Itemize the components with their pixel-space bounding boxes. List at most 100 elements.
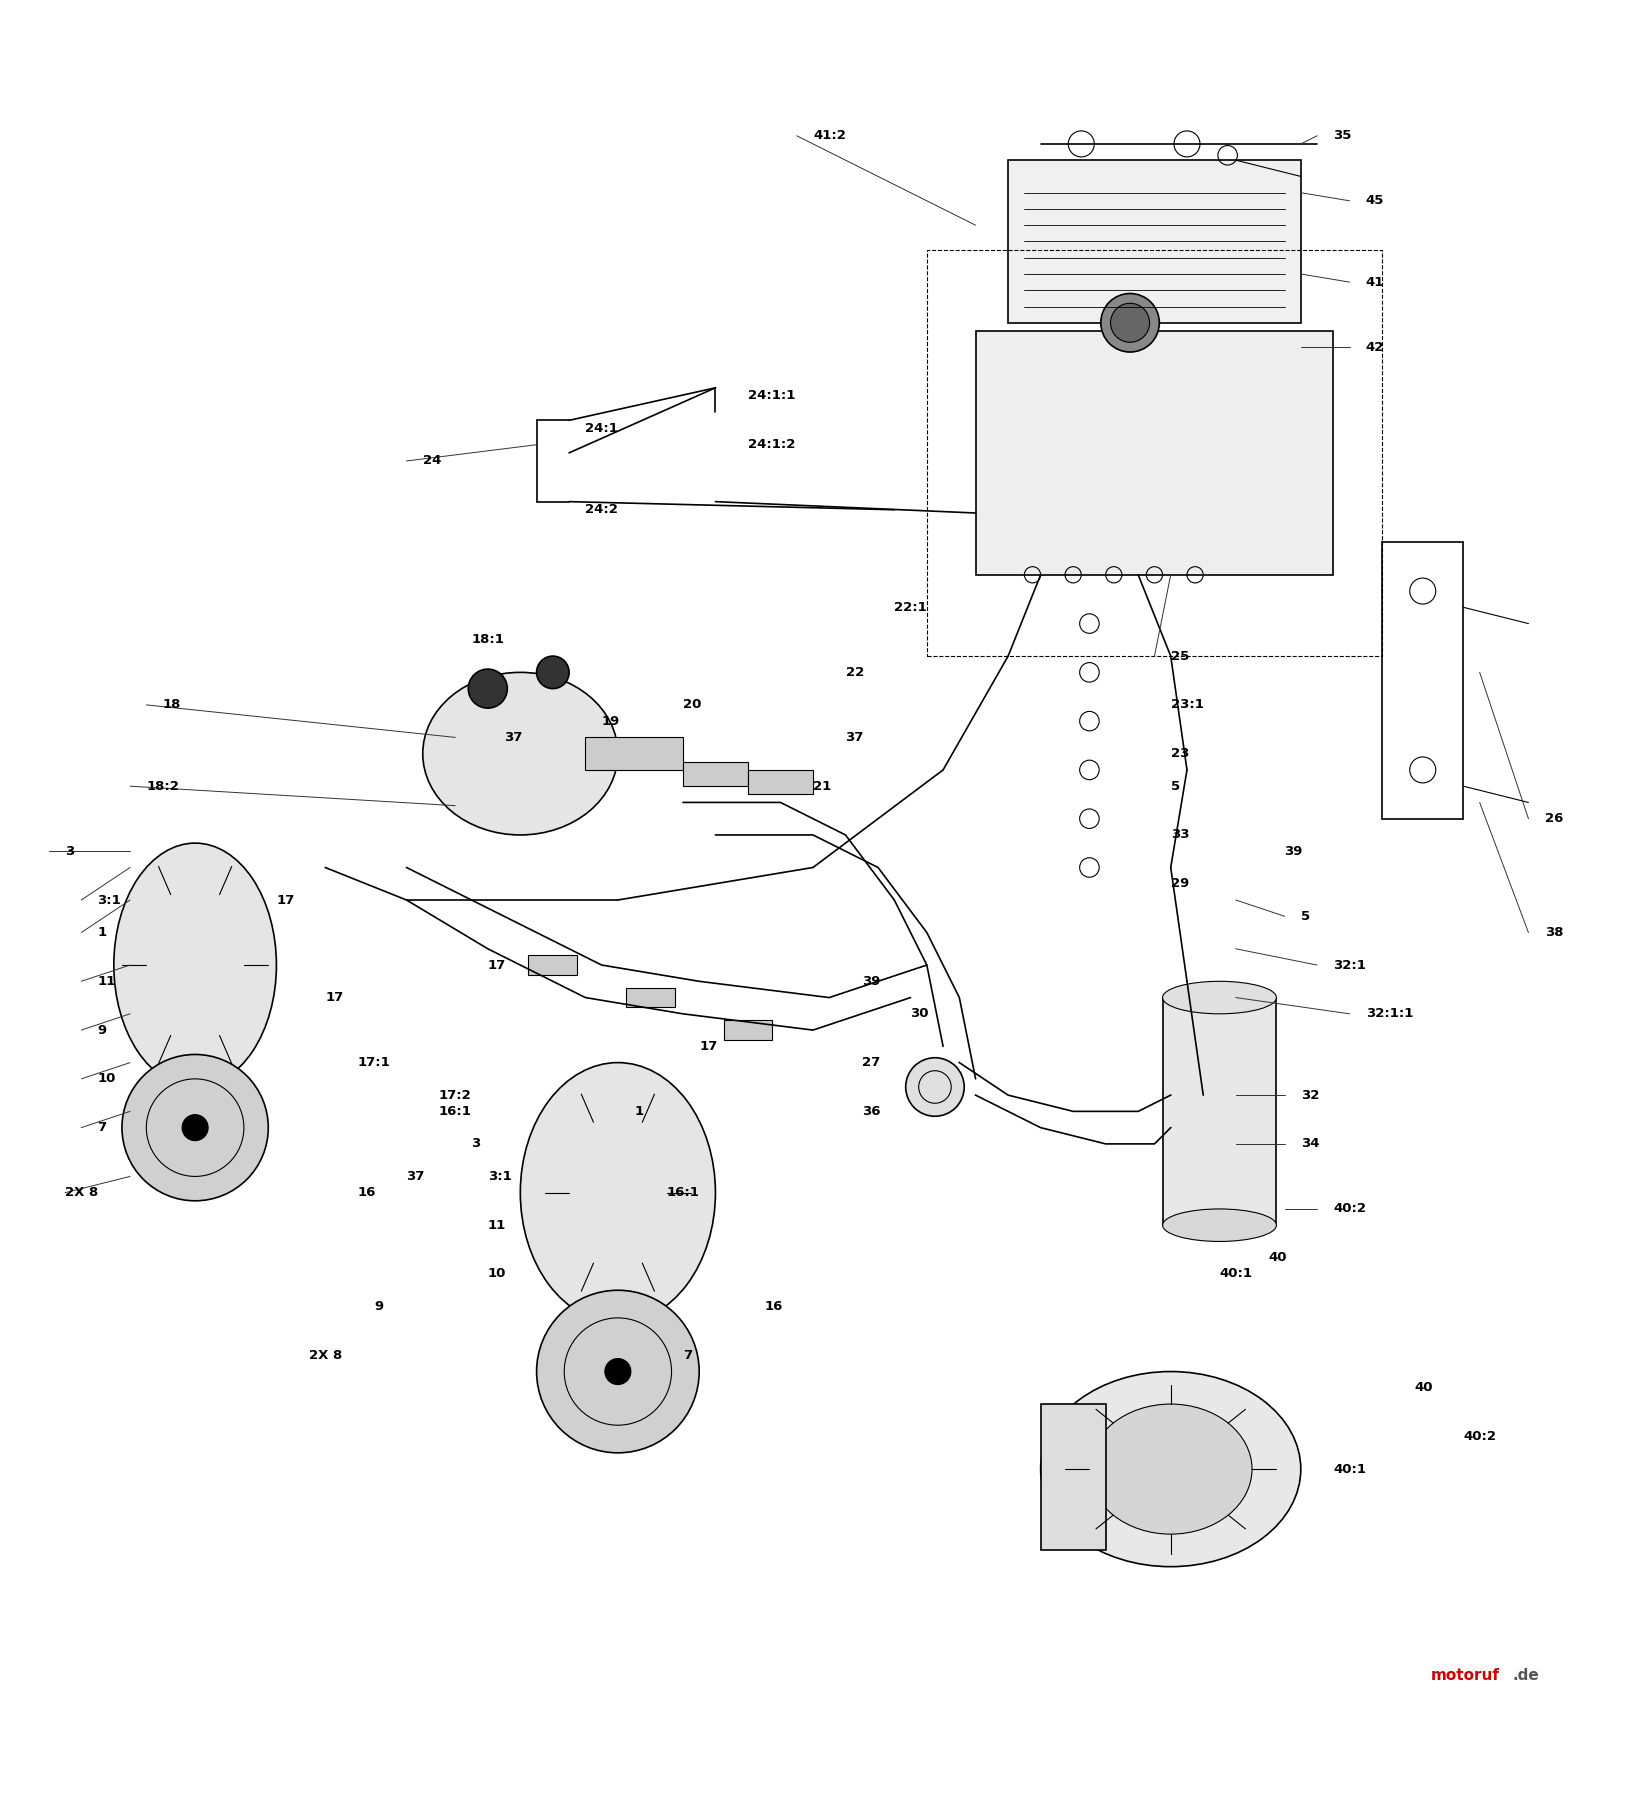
Text: 3:1: 3:1 [488, 1170, 512, 1183]
Bar [927, 250, 1382, 655]
Text: 1: 1 [98, 925, 107, 940]
Text: 5: 5 [1171, 779, 1180, 792]
Text: 3: 3 [472, 1138, 481, 1150]
Text: 37: 37 [406, 1170, 424, 1183]
Text: 45: 45 [1366, 194, 1384, 207]
Text: 17: 17 [488, 959, 506, 972]
Text: 16: 16 [358, 1186, 376, 1199]
Text: 11: 11 [98, 976, 115, 988]
Text: 40:2: 40:2 [1333, 1202, 1366, 1215]
Circle shape [537, 655, 569, 689]
Ellipse shape [114, 842, 276, 1087]
Text: 16:1: 16:1 [667, 1186, 699, 1199]
Text: 20: 20 [683, 698, 701, 711]
Circle shape [1101, 293, 1159, 353]
Text: 11: 11 [488, 1219, 506, 1231]
Ellipse shape [1089, 1404, 1252, 1534]
Text: 36: 36 [862, 1105, 880, 1118]
Text: 7: 7 [98, 1121, 107, 1134]
Text: 21: 21 [813, 779, 831, 792]
Bar [626, 988, 675, 1008]
Bar [1163, 997, 1276, 1226]
Circle shape [1111, 302, 1150, 342]
Text: 18:2: 18:2 [146, 779, 179, 792]
Text: 9: 9 [98, 1024, 107, 1037]
Circle shape [122, 1055, 268, 1201]
Text: 24:1:1: 24:1:1 [748, 389, 795, 403]
Text: 40:2: 40:2 [1463, 1429, 1496, 1444]
Text: 10: 10 [98, 1073, 115, 1085]
Text: 39: 39 [862, 976, 880, 988]
Text: 39: 39 [1285, 844, 1302, 859]
Text: 24: 24 [423, 454, 441, 468]
Text: 7: 7 [683, 1348, 693, 1363]
Text: 16:1: 16:1 [439, 1105, 472, 1118]
Text: 3:1: 3:1 [98, 893, 122, 907]
Text: 17: 17 [325, 992, 343, 1004]
Text: 40:1: 40:1 [1220, 1267, 1252, 1280]
Text: 37: 37 [846, 731, 863, 743]
Text: 22:1: 22:1 [894, 601, 927, 614]
Text: 18:1: 18:1 [472, 634, 504, 646]
Text: 41: 41 [1366, 275, 1384, 288]
Text: 40: 40 [1415, 1381, 1433, 1395]
Text: 22: 22 [846, 666, 863, 679]
Text: 37: 37 [504, 731, 522, 743]
Text: 17:2: 17:2 [439, 1089, 472, 1102]
Text: 24:2: 24:2 [585, 504, 618, 517]
Ellipse shape [1041, 1372, 1301, 1566]
Text: 10: 10 [488, 1267, 506, 1280]
Bar [748, 770, 813, 794]
Ellipse shape [520, 1062, 715, 1323]
Text: 17:1: 17:1 [358, 1057, 390, 1069]
Text: 19: 19 [602, 715, 620, 727]
Bar [1008, 160, 1301, 322]
Text: 32: 32 [1301, 1089, 1319, 1102]
Text: 9: 9 [374, 1300, 384, 1312]
Circle shape [605, 1359, 631, 1384]
Text: motoruf: motoruf [1431, 1669, 1499, 1683]
Text: .de: .de [1512, 1669, 1538, 1683]
Text: 38: 38 [1545, 925, 1563, 940]
Text: 32:1: 32:1 [1333, 959, 1366, 972]
Bar [683, 761, 748, 787]
Circle shape [537, 1291, 699, 1453]
Text: 24:1:2: 24:1:2 [748, 437, 795, 452]
Bar [724, 1021, 772, 1040]
Ellipse shape [423, 673, 618, 835]
Text: 5: 5 [1301, 909, 1311, 923]
Bar [528, 956, 577, 976]
Text: 17: 17 [276, 893, 294, 907]
Text: 27: 27 [862, 1057, 880, 1069]
Text: 3: 3 [65, 844, 75, 859]
Text: 33: 33 [1171, 828, 1189, 841]
Text: 41:2: 41:2 [813, 130, 846, 142]
Text: 42: 42 [1366, 340, 1384, 353]
Text: 30: 30 [911, 1008, 928, 1021]
Text: 18: 18 [163, 698, 180, 711]
Bar [585, 738, 683, 770]
Text: 16: 16 [764, 1300, 782, 1312]
Text: 23:1: 23:1 [1171, 698, 1203, 711]
Text: 34: 34 [1301, 1138, 1319, 1150]
Circle shape [906, 1058, 964, 1116]
Text: 2X 8: 2X 8 [65, 1186, 98, 1199]
Ellipse shape [1163, 981, 1276, 1013]
Text: 17: 17 [699, 1040, 717, 1053]
Text: 40: 40 [1268, 1251, 1286, 1264]
Text: 23: 23 [1171, 747, 1189, 760]
Text: 2X 8: 2X 8 [309, 1348, 341, 1363]
Text: 24:1: 24:1 [585, 421, 618, 436]
Text: 25: 25 [1171, 650, 1189, 662]
Text: 35: 35 [1333, 130, 1351, 142]
Ellipse shape [1163, 1210, 1276, 1242]
Text: 40:1: 40:1 [1333, 1463, 1366, 1476]
Bar [1041, 1404, 1106, 1550]
Circle shape [468, 670, 507, 707]
Text: 29: 29 [1171, 877, 1189, 891]
Text: 26: 26 [1545, 812, 1563, 824]
Circle shape [182, 1114, 208, 1141]
Text: 1: 1 [634, 1105, 644, 1118]
Text: 32:1:1: 32:1:1 [1366, 1008, 1413, 1021]
Bar [976, 331, 1333, 574]
